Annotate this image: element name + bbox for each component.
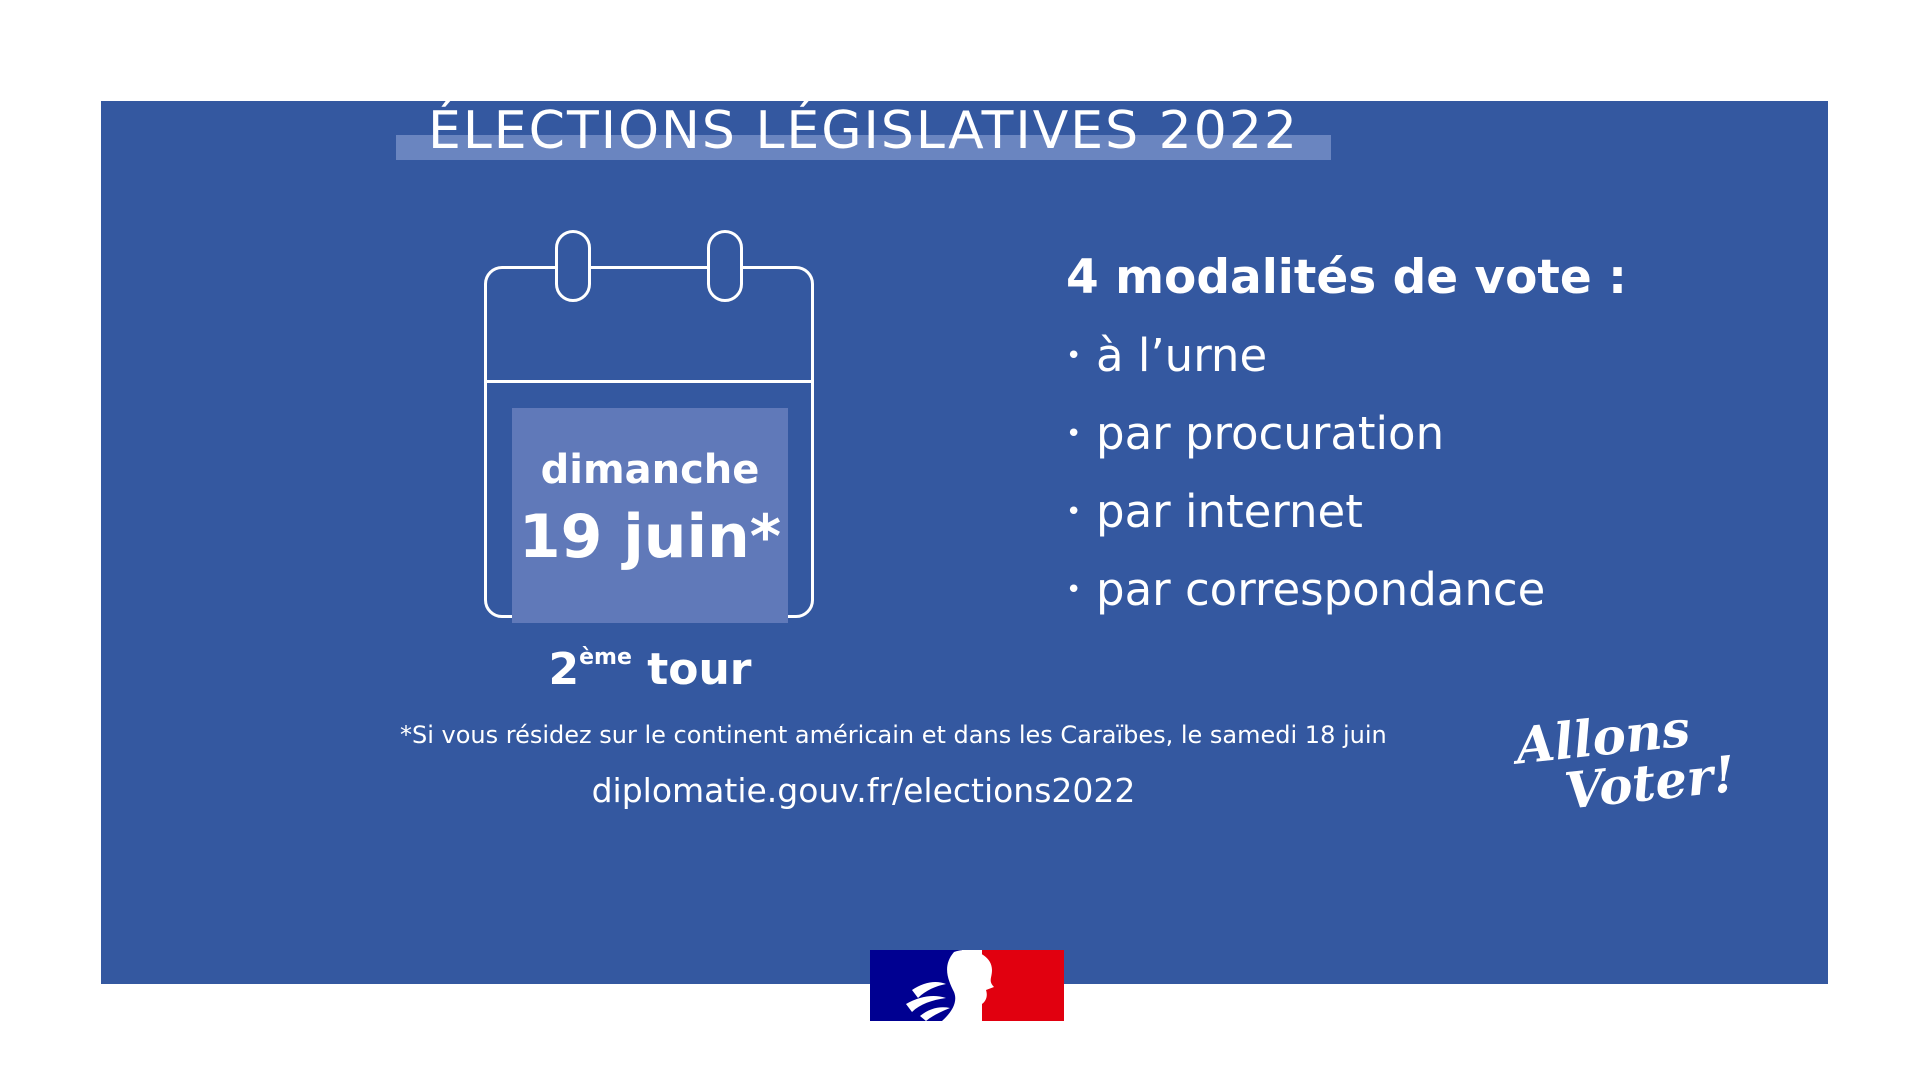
voting-mode-label: par procuration [1096,407,1445,460]
republique-francaise-logo [870,950,1064,1021]
voting-mode-label: à l’urne [1096,329,1268,382]
election-day: dimanche [540,447,760,493]
voting-modes-heading: 4 modalités de vote : [1066,250,1627,305]
list-item: • par internet [1066,484,1545,562]
calendar-icon: dimanche 19 juin* [480,230,820,625]
bullet: • [1066,419,1082,449]
marianne-profile [942,950,994,1021]
calendar-ring-right [707,230,743,302]
title-underline-band [396,135,1331,160]
round-suffix: ème [579,645,632,670]
footnote: *Si vous résidez sur le continent améric… [400,721,1387,749]
calendar-header-divider [484,380,814,383]
list-item: • par correspondance [1066,562,1545,640]
flag-blue-stripe [870,950,962,1021]
voting-mode-label: par correspondance [1096,563,1546,616]
bullet: • [1066,497,1082,527]
round-number: 2 [548,644,580,695]
allons-voter-logo: Allons Voter! [1513,699,1738,860]
flag-red-stripe [982,950,1064,1021]
voting-modes-list: • à l’urne • par procuration • par internet… [1066,328,1545,640]
slogan-line-2: Voter! [1561,744,1738,821]
round-word: tour [647,644,752,695]
bullet: • [1066,341,1082,371]
list-item: • par procuration [1066,406,1545,484]
calendar-ring-left [555,230,591,302]
marianne-hair [906,982,950,1021]
list-item: • à l’urne [1066,328,1545,406]
election-date: 19 juin* [518,502,782,572]
date-box: dimanche 19 juin* [512,408,788,623]
round-label: 2ème tour [480,630,820,698]
page-title: ÉLECTIONS LÉGISLATIVES 2022 [427,101,1300,161]
main-panel [101,101,1828,984]
voting-mode-label: par internet [1096,485,1363,538]
website-url: diplomatie.gouv.fr/elections2022 [591,771,1136,810]
bullet: • [1066,575,1082,605]
